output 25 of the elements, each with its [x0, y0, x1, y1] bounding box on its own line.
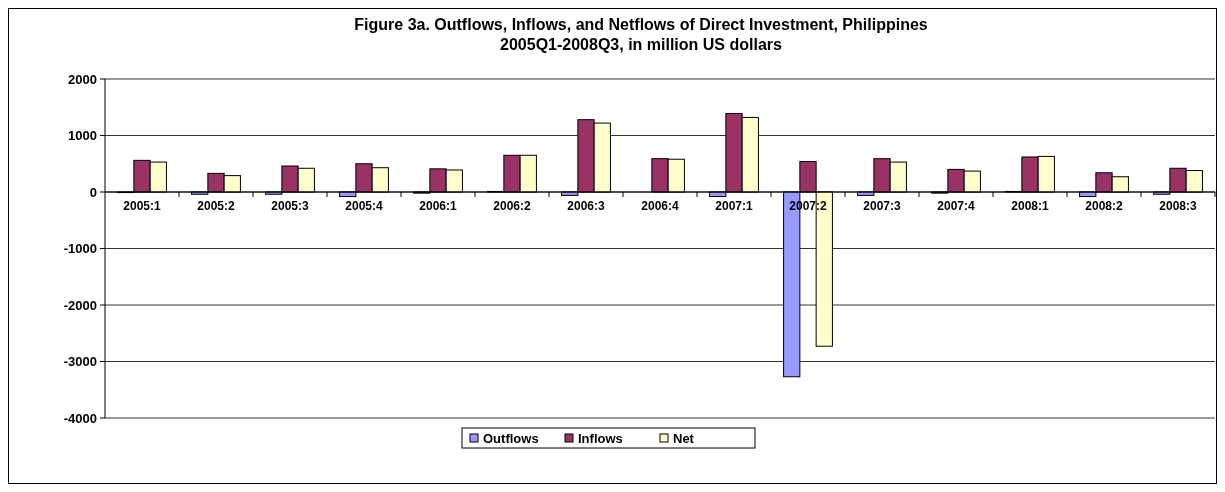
- x-tick-label: 2007:4: [937, 199, 975, 213]
- y-tick-label: -3000: [63, 354, 97, 370]
- x-tick-label: 2005:4: [345, 199, 383, 213]
- x-tick-label: 2005:2: [197, 199, 235, 213]
- y-tick-label: 1000: [68, 128, 97, 144]
- x-tick-label: 2006:4: [641, 199, 679, 213]
- y-tick-label: -4000: [63, 410, 97, 426]
- x-tick-label: 2008:2: [1085, 199, 1123, 213]
- y-tick-label: 2000: [68, 71, 97, 87]
- y-tick-label: -1000: [63, 241, 97, 257]
- x-tick-label: 2008:1: [1011, 199, 1049, 213]
- legend-label: Inflows: [578, 430, 623, 446]
- legend-label: Outflows: [483, 430, 539, 446]
- y-tick-label: 0: [89, 184, 97, 200]
- chart-title: Figure 3a. Outflows, Inflows, and Netflows of Direct Investment, Philippines 2005Q1-2008Q3, in million US dollars: [354, 16, 928, 53]
- x-tick-label: 2006:2: [493, 199, 531, 213]
- x-tick-label: 2007:3: [863, 199, 901, 213]
- x-tick-label: 2006:1: [419, 199, 457, 213]
- y-tick-label: -2000: [63, 297, 97, 313]
- x-tick-label: 2008:3: [1159, 199, 1197, 213]
- legend-label: Net: [673, 430, 695, 446]
- x-tick-label: 2005:1: [123, 199, 161, 213]
- x-tick-label: 2007:1: [715, 199, 753, 213]
- x-tick-label: 2006:3: [567, 199, 605, 213]
- x-tick-label: 2005:3: [271, 199, 309, 213]
